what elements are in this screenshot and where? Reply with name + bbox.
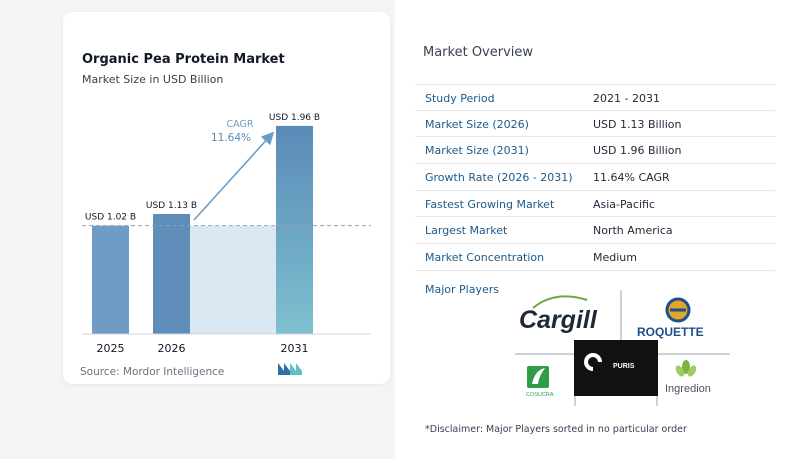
overview-row-value: 11.64% CAGR	[593, 171, 670, 185]
overview-row: Market Size (2026) USD 1.13 Billion	[415, 111, 775, 138]
x-tick-label-2025: 2025	[97, 342, 125, 355]
overview-row: Growth Rate (2026 - 2031) 11.64% CAGR	[415, 164, 775, 191]
cagr-arrow	[193, 131, 275, 221]
market-overview-panel: Market Overview Study Period 2021 - 2031…	[395, 0, 800, 459]
ingredion-logo: Ingredion	[665, 360, 711, 395]
overview-row-label: Study Period	[425, 92, 495, 105]
value-label-2026: USD 1.13 B	[146, 201, 197, 211]
bar-2025	[92, 225, 129, 334]
cosucra-logo-text: COSUCRA	[526, 392, 554, 398]
overview-row: Fastest Growing Market Asia-Pacific	[415, 191, 775, 218]
value-label-2025: USD 1.02 B	[85, 213, 136, 223]
reference-area	[190, 225, 276, 334]
chart-card: Organic Pea Protein Market Market Size i…	[63, 12, 390, 384]
x-tick-label-2026: 2026	[158, 342, 186, 355]
puris-logo: PURIS	[574, 340, 658, 396]
chart-title: Organic Pea Protein Market	[82, 52, 285, 67]
overview-row: Market Concentration Medium	[415, 244, 775, 271]
bar-2031	[276, 125, 313, 334]
overview-row: Largest Market North America	[415, 217, 775, 245]
cargill-logo-text: Cargill	[519, 306, 598, 334]
bar-chart: USD 1.02 B USD 1.13 B USD 1.96 B 2025 2026 20…	[82, 113, 371, 355]
overview-row-value: 2021 - 2031	[593, 92, 660, 105]
overview-table: Study Period 2021 - 2031 Market Size (20…	[415, 84, 775, 271]
overview-row-label: Largest Market	[425, 224, 508, 238]
overview-row-label: Market Size (2026)	[425, 117, 529, 131]
mordor-logo-icon	[278, 363, 302, 375]
value-label-2031: USD 1.96 B	[269, 113, 320, 123]
disclaimer-text: *Disclaimer: Major Players sorted in no …	[425, 424, 687, 435]
source-text: Source: Mordor Intelligence	[80, 366, 225, 378]
cagr-label: CAGR	[227, 119, 254, 130]
major-players-label: Major Players	[425, 283, 499, 296]
puris-logo-text: PURIS	[613, 363, 635, 370]
cargill-logo: Cargill	[519, 295, 598, 334]
overview-row-value: USD 1.96 Billion	[593, 144, 682, 158]
cosucra-logo: COSUCRA	[526, 366, 554, 398]
overview-row-label: Growth Rate (2026 - 2031)	[425, 171, 573, 185]
overview-row-label: Market Concentration	[425, 251, 545, 265]
ingredion-logo-text: Ingredion	[665, 383, 711, 395]
overview-row: Study Period 2021 - 2031	[415, 84, 775, 111]
bar-2026	[153, 214, 190, 334]
overview-row-label: Market Size (2031)	[425, 144, 529, 158]
player-logos-grid: Cargill ROQUETTE COSUCRA PURIS Ingredion	[515, 290, 730, 406]
cagr-value: 11.64%	[211, 132, 251, 144]
overview-row-value: USD 1.13 Billion	[593, 117, 682, 131]
roquette-logo-text: ROQUETTE	[637, 325, 704, 339]
overview-row-value: North America	[593, 224, 673, 238]
overview-row-value: Asia-Pacific	[593, 197, 655, 211]
x-tick-label-2031: 2031	[281, 342, 309, 355]
overview-row-value: Medium	[593, 251, 637, 265]
roquette-logo: ROQUETTE	[637, 297, 704, 339]
overview-row: Market Size (2031) USD 1.96 Billion	[415, 137, 775, 165]
overview-row-label: Fastest Growing Market	[425, 197, 555, 211]
chart-subtitle: Market Size in USD Billion	[82, 73, 224, 86]
overview-title: Market Overview	[423, 45, 534, 60]
